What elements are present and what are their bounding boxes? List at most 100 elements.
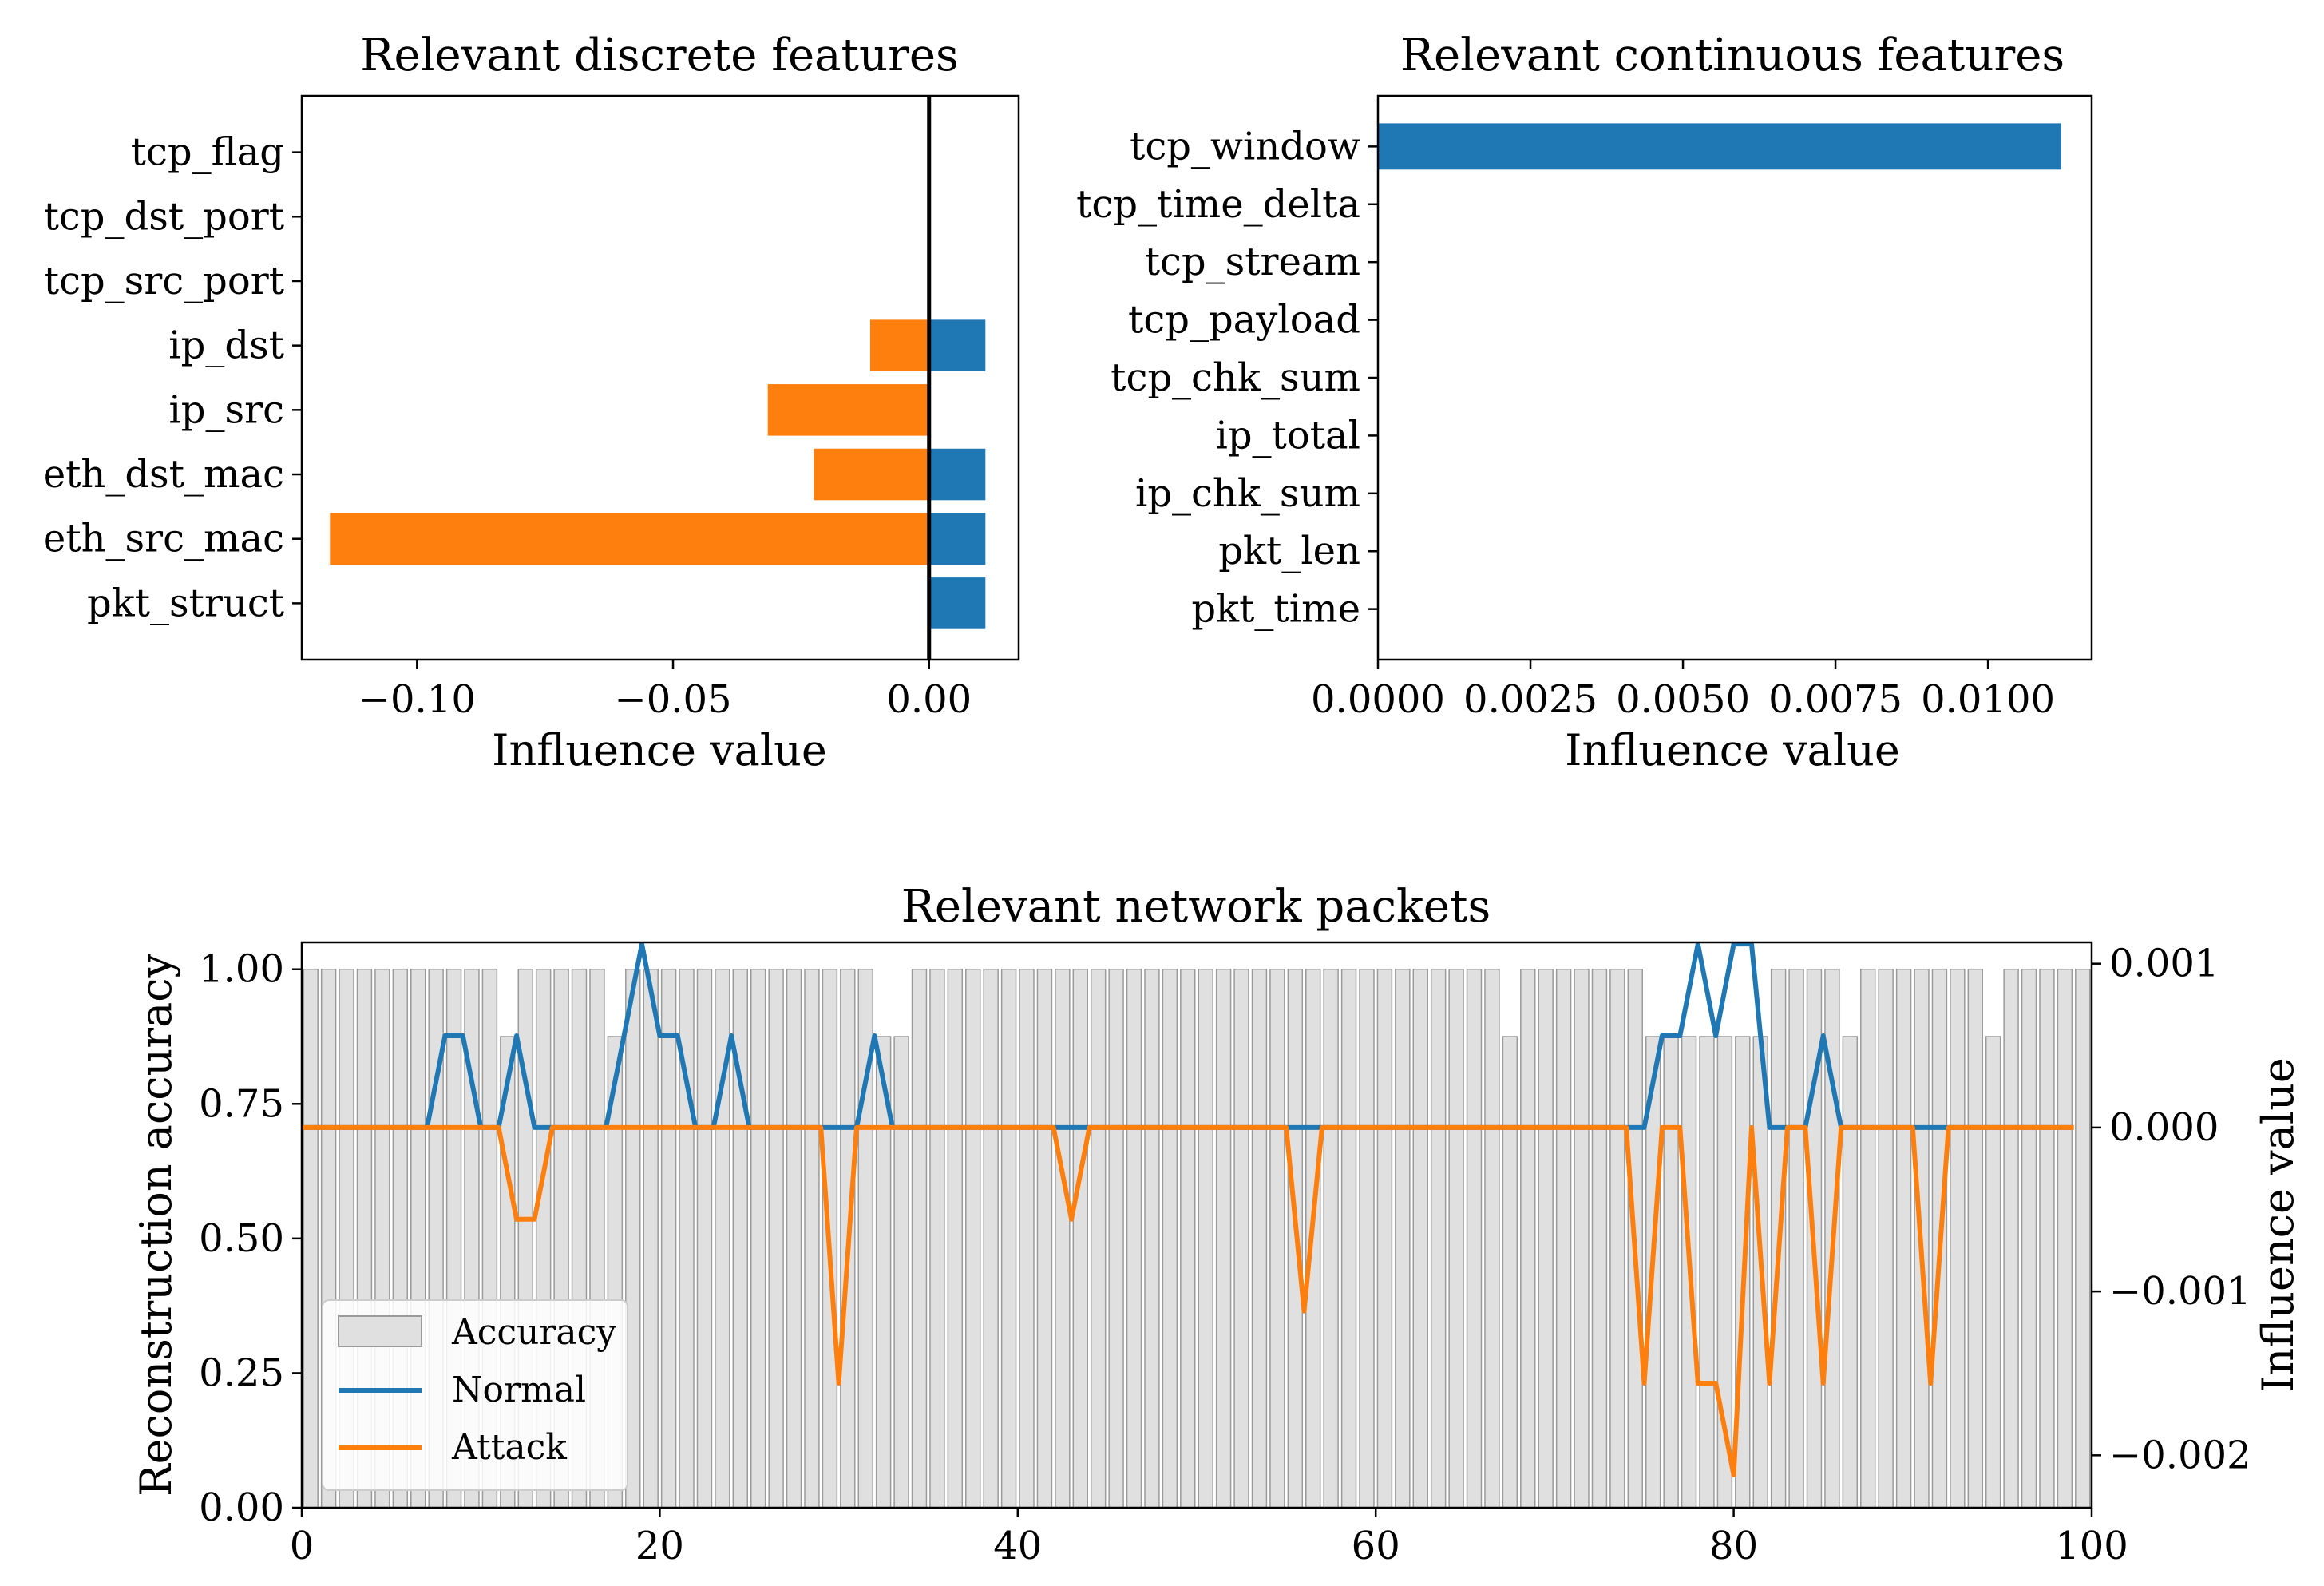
accuracy-bar	[1538, 968, 1554, 1509]
y-tick-label: eth_dst_mac	[43, 452, 284, 497]
accuracy-bar	[1180, 968, 1196, 1509]
y-tick-label: 1.00	[199, 947, 284, 992]
accuracy-bar	[1144, 968, 1160, 1509]
accuracy-bar	[1055, 968, 1071, 1509]
x-tick-label: 60	[1352, 1524, 1400, 1568]
accuracy-bar	[1376, 968, 1393, 1509]
continuous-plot-frame	[1376, 94, 2093, 661]
accuracy-bar	[947, 968, 964, 1509]
accuracy-bar	[2021, 968, 2037, 1509]
accuracy-bar	[1340, 968, 1357, 1509]
continuous-x-axis-label: Influence value	[1565, 725, 1900, 775]
accuracy-bar	[1591, 968, 1608, 1509]
y-tick-label: ip_chk_sum	[1135, 471, 1360, 516]
x-tick-label: 0.0050	[1616, 677, 1750, 722]
bar-attack-eth_dst_mac	[814, 448, 929, 501]
x-tick-label: 0	[290, 1524, 315, 1568]
accuracy-bar	[1198, 968, 1213, 1509]
x-tick-label: 0.0025	[1463, 677, 1598, 722]
accuracy-bar	[1699, 1036, 1715, 1509]
x-tick-label: 100	[2055, 1524, 2128, 1568]
network-packets-chart: Relevant network packets 0 20 40 60 80 100 0.…	[131, 881, 2303, 1568]
accuracy-bar	[1448, 968, 1464, 1509]
y-tick-label: pkt_struct	[87, 581, 284, 625]
discrete-x-axis-label: Influence value	[492, 725, 827, 775]
discrete-plot-frame	[300, 94, 1020, 661]
accuracy-bar	[1072, 968, 1088, 1509]
accuracy-bar	[1162, 968, 1178, 1509]
accuracy-bar	[1860, 968, 1876, 1509]
accuracy-bar	[1090, 968, 1107, 1509]
bar-normal-eth_src_mac	[928, 513, 986, 565]
accuracy-bar	[1019, 968, 1035, 1509]
y-tick-label: tcp_src_port	[44, 259, 284, 303]
accuracy-bar	[1609, 968, 1625, 1509]
accuracy-bar	[929, 968, 945, 1509]
accuracy-bar	[1520, 968, 1536, 1509]
bar-attack-eth_src_mac	[330, 513, 929, 565]
x-tick-label: 80	[1709, 1524, 1758, 1568]
x-tick-label: −0.05	[614, 677, 731, 722]
legend: Accuracy Normal Attack	[322, 1299, 628, 1491]
accuracy-bar	[1126, 968, 1142, 1509]
accuracy-bar	[1574, 968, 1590, 1509]
y-tick-label: tcp_window	[1130, 124, 1360, 169]
continuous-chart-title: Relevant continuous features	[1400, 30, 2065, 81]
y-tick-label: ip_dst	[168, 323, 284, 368]
accuracy-bar	[1251, 968, 1268, 1509]
legend-accuracy-label: Accuracy	[451, 1312, 616, 1353]
y-tick-label: 0.50	[199, 1216, 284, 1261]
y-tick-label: tcp_flag	[131, 130, 284, 175]
accuracy-bar	[965, 968, 981, 1509]
accuracy-bar	[1466, 968, 1483, 1509]
accuracy-bar	[1215, 968, 1232, 1509]
accuracy-bar	[1555, 968, 1572, 1509]
y-tick-label: tcp_dst_port	[44, 194, 284, 239]
accuracy-bar	[1663, 1036, 1679, 1509]
y-tick-label: 0.00	[199, 1485, 284, 1530]
y2-tick-label: 0.000	[2109, 1105, 2219, 1150]
accuracy-bar	[303, 968, 319, 1509]
y-tick-label: eth_src_mac	[43, 517, 284, 561]
accuracy-bar	[660, 968, 677, 1509]
accuracy-bar	[2003, 968, 2019, 1509]
accuracy-bar	[768, 968, 784, 1509]
y-tick-label: tcp_chk_sum	[1111, 355, 1360, 400]
bar-normal-ip_dst	[928, 319, 986, 371]
accuracy-bar	[1502, 1036, 1518, 1509]
accuracy-bar	[1484, 968, 1500, 1509]
bar-normal-eth_dst_mac	[928, 448, 986, 501]
packets-chart-title: Relevant network packets	[901, 881, 1491, 933]
accuracy-bar	[696, 968, 713, 1509]
accuracy-bar	[1323, 968, 1339, 1509]
bar-attack-ip_dst	[869, 319, 929, 371]
x-tick-label: 40	[993, 1524, 1042, 1568]
accuracy-bar	[804, 968, 820, 1509]
x-tick-label: −0.10	[358, 677, 476, 722]
y-tick-label: ip_total	[1215, 413, 1360, 458]
accuracy-bar	[750, 968, 766, 1509]
accuracy-bar	[1359, 968, 1375, 1509]
y-tick-label: tcp_payload	[1128, 298, 1360, 343]
y2-tick-label: −0.001	[2109, 1269, 2251, 1314]
bar-normal-pkt_struct	[928, 577, 986, 629]
accuracy-bar	[2075, 968, 2091, 1509]
accuracy-bar	[983, 968, 999, 1509]
accuracy-bar	[1895, 968, 1912, 1509]
y-tick-label: pkt_time	[1191, 587, 1360, 632]
discrete-chart-title: Relevant discrete features	[360, 30, 958, 81]
x-tick-label: 0.0100	[1921, 677, 2055, 722]
accuracy-bar	[786, 968, 802, 1509]
y-tick-label: 0.75	[199, 1081, 284, 1126]
bar-tcp_window	[1378, 123, 2061, 170]
accuracy-bar	[1036, 968, 1053, 1509]
accuracy-bar	[1412, 968, 1428, 1509]
attack-influence-line	[302, 1124, 2074, 1477]
legend-box	[322, 1299, 628, 1491]
bar-attack-ip_src	[767, 384, 929, 436]
accuracy-bar	[2057, 968, 2073, 1509]
x-tick-label: 0.0000	[1311, 677, 1445, 722]
y2-tick-label: 0.001	[2109, 942, 2219, 986]
y-tick-label: pkt_len	[1218, 529, 1360, 573]
influence-axis-label: Influence value	[2253, 1057, 2303, 1393]
